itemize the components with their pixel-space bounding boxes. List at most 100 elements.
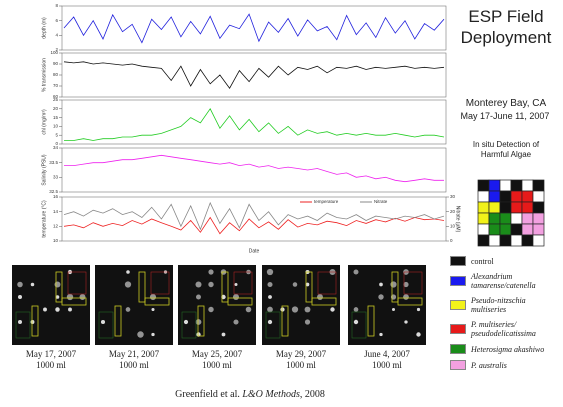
spot (304, 319, 311, 325)
spot (267, 281, 273, 288)
array-cell (499, 223, 512, 236)
spot (267, 306, 273, 313)
box (311, 297, 337, 306)
caption-volume: 1000 ml (202, 360, 232, 370)
array-image (95, 265, 173, 345)
spot (151, 307, 155, 312)
caption-volume: 1000 ml (36, 360, 66, 370)
spot (390, 281, 397, 288)
legend-swatch (450, 256, 466, 266)
y-tick-label: 32.5 (49, 189, 58, 194)
array-cell (521, 234, 534, 247)
array-cell (532, 179, 545, 192)
array-cell (499, 212, 512, 225)
array-cell (499, 190, 512, 203)
spot (379, 332, 383, 337)
y-tick-label: 33.5 (49, 160, 58, 165)
caption-date: June 4, 2007 (364, 349, 410, 359)
box (233, 271, 253, 295)
y2-tick-label: 30 (450, 194, 456, 199)
box (15, 311, 31, 339)
spot (233, 319, 239, 325)
plot-frame (61, 147, 447, 193)
spot (305, 282, 310, 287)
caption: May 17, 2007 1000 ml (9, 349, 93, 371)
y-tick-label: 2 (55, 47, 58, 52)
box (144, 297, 170, 306)
y-tick-label: 12 (53, 224, 59, 229)
spot (416, 332, 421, 337)
y-axis-label: % transmission (41, 58, 47, 92)
spot (137, 331, 144, 338)
array-cell (521, 212, 534, 225)
array-cell (521, 190, 534, 203)
spot (55, 307, 60, 312)
caption-volume: 1000 ml (372, 360, 402, 370)
array-cell (510, 179, 523, 192)
spot (66, 293, 74, 301)
box (114, 305, 122, 337)
y-tick-label: 8 (55, 3, 58, 8)
box (227, 297, 253, 306)
box (150, 271, 170, 295)
spot (54, 281, 61, 288)
date-range: May 17-June 11, 2007 (460, 111, 550, 121)
array-cell (510, 234, 523, 247)
y2-tick-label: 0 (450, 238, 453, 243)
plot-frame (61, 196, 447, 242)
spot (124, 281, 132, 288)
box (197, 305, 205, 337)
array-cell (477, 179, 490, 192)
array-cell (510, 212, 523, 225)
spot (403, 294, 409, 300)
spot (17, 281, 23, 288)
spot (245, 306, 252, 313)
y-tick-label: 70 (53, 83, 59, 88)
array-cell (488, 190, 501, 203)
array-cell (532, 212, 545, 225)
caption: May 25, 2007 1000 ml (175, 349, 259, 371)
box (55, 271, 63, 303)
spot (379, 282, 383, 287)
y-axis-label: depth (m) (41, 17, 47, 39)
caption-date: May 17, 2007 (25, 349, 77, 359)
array-cell (532, 190, 545, 203)
spot (196, 294, 201, 300)
box (397, 297, 423, 306)
legend-swatch (450, 360, 466, 370)
spot (280, 307, 285, 312)
x-axis-label: Date (249, 248, 260, 254)
y-axis-label: chl (mg/m³) (41, 109, 47, 135)
year: , 2008 (299, 389, 325, 400)
spot (183, 319, 189, 325)
spot (208, 306, 214, 313)
spot (268, 295, 272, 299)
spot (30, 320, 35, 324)
poster-title: ESP Field Deployment (460, 7, 552, 47)
box (31, 305, 39, 337)
authors: Greenfield et al. (175, 389, 240, 400)
caption-volume: 1000 ml (286, 360, 316, 370)
y-tick-label: 20 (53, 106, 59, 111)
y-tick-label: 100 (50, 50, 58, 55)
array-cell (499, 179, 512, 192)
spot (267, 319, 273, 325)
spot (234, 282, 238, 287)
legend: control Alexandrium tamarense/catenella Ps… (450, 256, 562, 376)
y-tick-label: 0 (55, 141, 58, 146)
legend-label: Alexandrium tamarense/catenella (471, 272, 536, 290)
legend-swatch (450, 324, 466, 334)
array-cell (532, 234, 545, 247)
series-line (63, 13, 445, 44)
spot (195, 281, 202, 288)
box (403, 271, 423, 295)
box (265, 311, 281, 339)
array-cell (499, 234, 512, 247)
spot (30, 282, 35, 287)
box (138, 271, 146, 303)
caption: May 21, 2007 1000 ml (92, 349, 176, 371)
legend-item: P. australis (450, 360, 562, 370)
series-line (64, 108, 445, 141)
legend-label: Pseudo-nitzschia multiseries (471, 296, 526, 314)
